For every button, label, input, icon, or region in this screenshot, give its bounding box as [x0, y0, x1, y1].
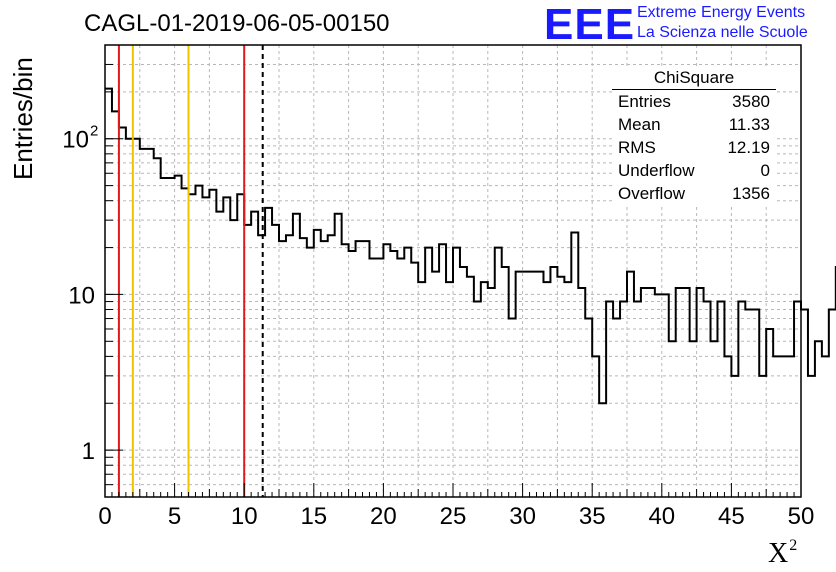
eee-tagline-2: La Scienza nelle Scuole: [637, 24, 808, 41]
stats-label: Underflow: [618, 161, 695, 180]
stats-row-mean: Mean 11.33: [612, 113, 776, 136]
y-tick-label: 10: [62, 127, 89, 154]
stats-box: ChiSquare Entries 3580 Mean 11.33 RMS 12…: [612, 66, 776, 205]
stats-row-entries: Entries 3580: [612, 90, 776, 113]
stats-value: 3580: [732, 92, 770, 111]
y-tick-label: 10: [68, 282, 95, 309]
x-tick-label: 50: [788, 503, 815, 530]
stats-label: Mean: [618, 115, 661, 134]
x-tick-label: 45: [718, 503, 745, 530]
y-tick-label-sup: 2: [90, 123, 98, 140]
x-tick-label: 40: [648, 503, 675, 530]
stats-value: 12.19: [727, 138, 770, 157]
x-axis-label-sup: 2: [789, 537, 798, 554]
x-tick-label: 0: [98, 503, 111, 530]
stats-label: RMS: [618, 138, 656, 157]
x-tick-label: 30: [509, 503, 536, 530]
x-axis-label: X2: [768, 537, 797, 570]
stats-row-underflow: Underflow 0: [612, 159, 776, 182]
stats-title: ChiSquare: [612, 66, 776, 90]
eee-logo: EEE: [544, 0, 636, 49]
x-axis-label-text: X: [768, 538, 789, 569]
stats-label: Entries: [618, 92, 671, 111]
stats-row-rms: RMS 12.19: [612, 136, 776, 159]
x-tick-label: 25: [440, 503, 467, 530]
x-tick-label: 35: [579, 503, 606, 530]
stats-value: 11.33: [728, 115, 770, 134]
stats-value: 1356: [732, 184, 770, 203]
x-tick-label: 10: [231, 503, 258, 530]
stats-value: 0: [760, 161, 770, 180]
stats-row-overflow: Overflow 1356: [612, 182, 776, 205]
eee-tagline-1: Extreme Energy Events: [637, 4, 806, 21]
x-tick-label: 5: [168, 503, 181, 530]
x-tick-label: 20: [370, 503, 397, 530]
y-tick-label: 1: [82, 438, 95, 465]
stats-label: Overflow: [618, 184, 686, 203]
y-axis-label: Entries/bin: [8, 57, 38, 180]
chart-title: CAGL-01-2019-06-05-00150: [84, 10, 390, 37]
x-tick-label: 15: [300, 503, 327, 530]
